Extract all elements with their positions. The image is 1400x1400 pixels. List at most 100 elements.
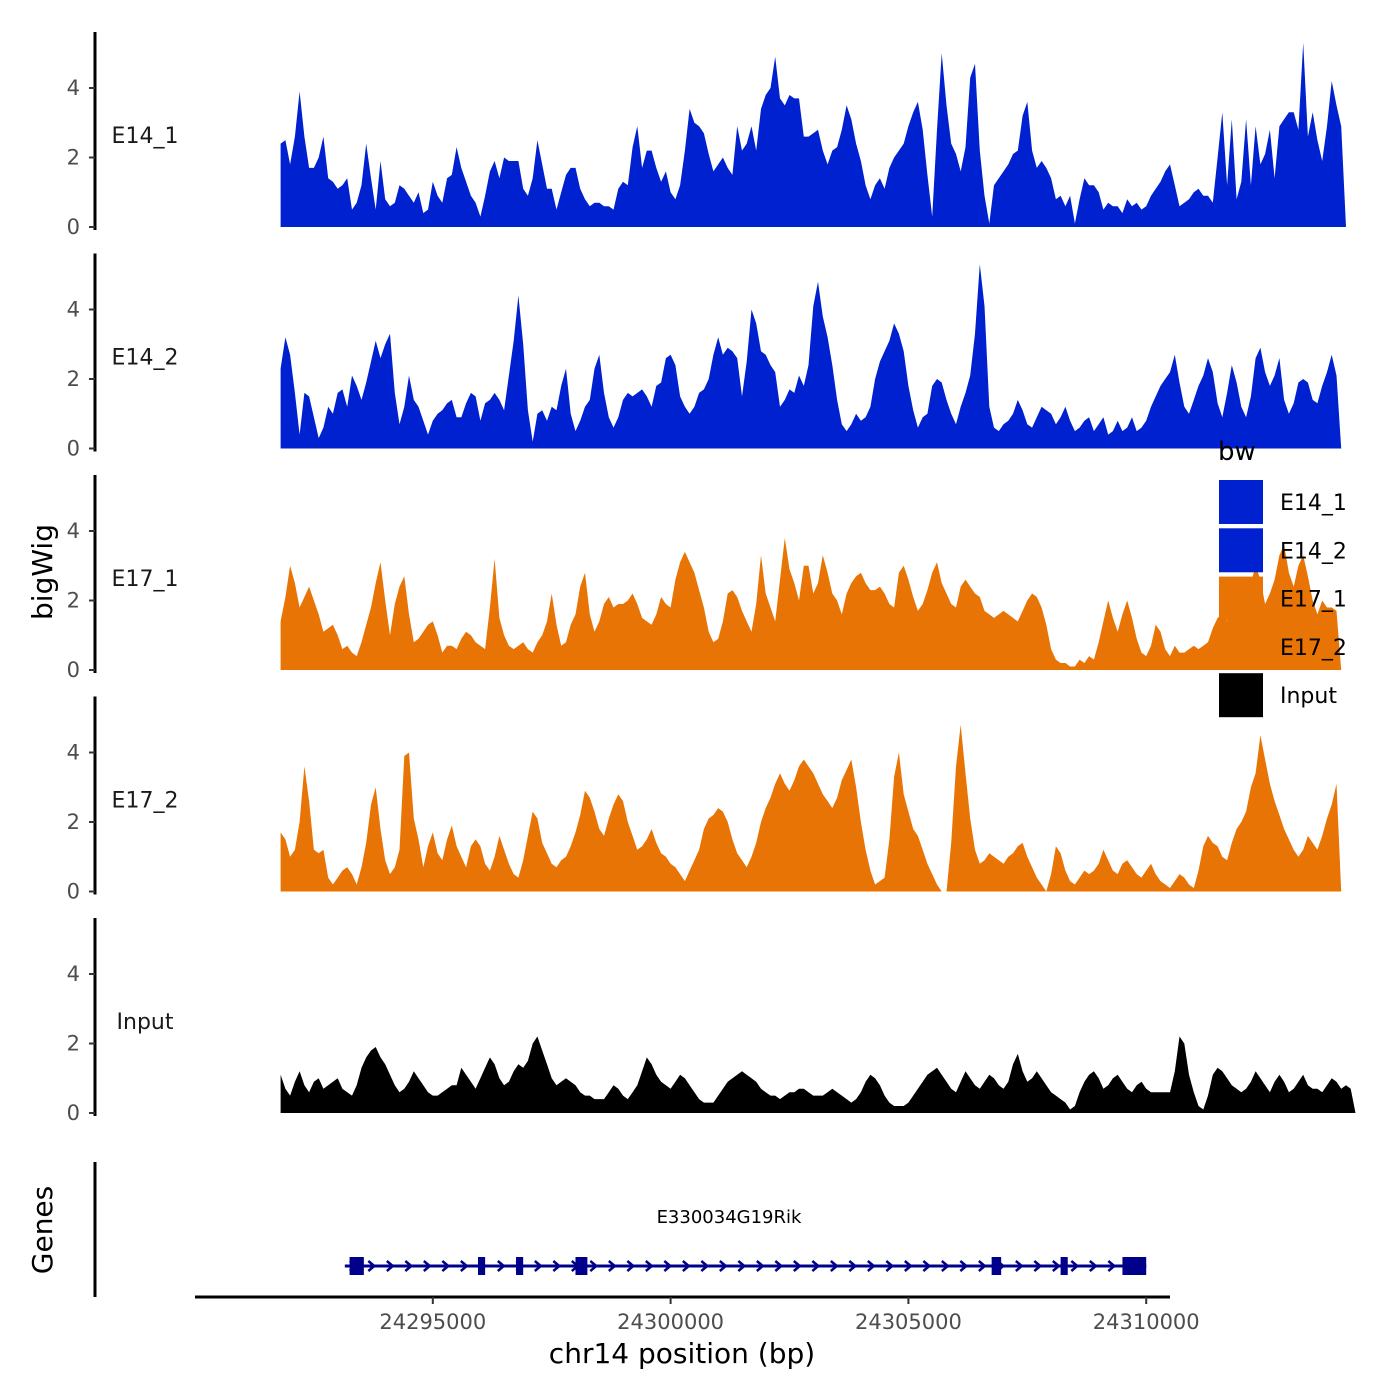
- strand-arrow: [497, 1260, 506, 1272]
- strand-arrow: [589, 1260, 599, 1272]
- strand-arrow: [552, 1260, 562, 1272]
- signal-area-e17-2: [280, 724, 1342, 892]
- y-tick-label: 2: [67, 146, 80, 170]
- signal-area-e14-1: [280, 42, 1347, 227]
- x-tick-label: 24305000: [855, 1310, 962, 1334]
- legend-items: E14_1 E14_2 E17_1 E17_2 Input: [1219, 480, 1347, 718]
- y-tick-label: 4: [67, 298, 80, 322]
- strand-arrow: [737, 1260, 747, 1272]
- legend: bw E14_1 E14_2 E17_1 E17_2 Input: [1218, 437, 1347, 718]
- track-input: 0 2 4 Input: [67, 918, 1356, 1125]
- legend-label: E14_2: [1280, 539, 1347, 564]
- legend-swatch: [1219, 480, 1263, 524]
- x-tick-label: 24295000: [379, 1310, 486, 1334]
- strand-arrow: [978, 1260, 987, 1272]
- x-axis: 24295000 24300000 24305000 24310000 chr14 p…: [195, 1295, 1200, 1370]
- strand-arrow: [1033, 1260, 1043, 1272]
- strand-arrow: [959, 1260, 969, 1272]
- strand-arrow: [904, 1260, 913, 1272]
- legend-label: E17_1: [1280, 588, 1347, 613]
- y-tick-label: 0: [67, 1101, 80, 1125]
- legend-swatch: [1219, 624, 1263, 669]
- track-label: E17_2: [112, 789, 179, 814]
- strand-arrow: [811, 1260, 821, 1272]
- gene-track: [344, 1257, 1147, 1275]
- gene-exon: [1122, 1257, 1147, 1275]
- track-panels: 0 2 4 E14_1 0 2 4 E14_2 0 2 4 E17_1 0 2 4 E17_2 0 2 4 Input: [67, 32, 1356, 1125]
- strand-arrow: [1089, 1260, 1098, 1272]
- y-tick-label: 4: [67, 519, 80, 543]
- strand-arrow: [830, 1260, 839, 1272]
- legend-item: E17_1: [1219, 576, 1347, 621]
- gene-exon: [477, 1257, 486, 1275]
- strand-arrow: [793, 1260, 802, 1272]
- strand-arrow: [941, 1260, 950, 1272]
- strand-arrow: [386, 1260, 395, 1272]
- strand-arrow: [645, 1260, 654, 1272]
- legend-label: E14_1: [1280, 491, 1347, 516]
- strand-arrow: [663, 1260, 673, 1272]
- strand-arrow: [885, 1260, 895, 1272]
- legend-item: E14_1: [1219, 480, 1347, 524]
- signal-area-input: [280, 1036, 1356, 1113]
- track-e14-2: 0 2 4 E14_2: [67, 253, 1342, 461]
- strand-arrow: [719, 1260, 728, 1272]
- track-label: Input: [117, 1010, 174, 1035]
- gene-exon: [575, 1257, 588, 1275]
- legend-item: E17_2: [1219, 624, 1347, 669]
- y-tick-label: 4: [67, 741, 80, 765]
- gene-panel: Genes E330034G19Rik: [26, 1162, 1147, 1297]
- legend-item: E14_2: [1219, 528, 1347, 573]
- x-ticks: 24295000 24300000 24305000 24310000: [379, 1297, 1200, 1334]
- strand-arrow: [700, 1260, 710, 1272]
- strand-arrow: [682, 1260, 691, 1272]
- track-label: E14_1: [112, 124, 179, 149]
- y-tick-label: 0: [67, 658, 80, 682]
- strand-arrow: [922, 1260, 932, 1272]
- gene-exon: [349, 1257, 364, 1275]
- strand-arrow: [1107, 1260, 1117, 1272]
- legend-label: E17_2: [1280, 636, 1347, 661]
- signal-area-e17-1: [280, 538, 1342, 670]
- strand-arrow: [867, 1260, 876, 1272]
- gene-exon: [991, 1257, 1002, 1275]
- y-tick-label: 2: [67, 589, 80, 613]
- strand-arrow: [608, 1260, 617, 1272]
- strand-arrow: [441, 1260, 451, 1272]
- strand-arrow: [404, 1260, 414, 1272]
- legend-item: Input: [1219, 673, 1337, 718]
- strand-arrow: [774, 1260, 784, 1272]
- y-tick-label: 0: [67, 880, 80, 904]
- strand-arrow: [367, 1260, 377, 1272]
- x-tick-label: 24300000: [617, 1310, 724, 1334]
- y-tick-label: 2: [67, 810, 80, 834]
- y-tick-label: 2: [67, 1032, 80, 1056]
- strand-arrow: [1015, 1260, 1024, 1272]
- y-tick-label: 0: [67, 437, 80, 461]
- strand-arrow: [848, 1260, 858, 1272]
- legend-swatch: [1219, 576, 1263, 621]
- strand-arrow: [1070, 1260, 1080, 1272]
- strand-arrow: [534, 1260, 543, 1272]
- genes-axis-title: Genes: [26, 1186, 59, 1274]
- legend-label: Input: [1280, 684, 1337, 709]
- strand-arrow: [1052, 1260, 1061, 1272]
- x-axis-title: chr14 position (bp): [549, 1337, 815, 1370]
- gene-exon: [1060, 1257, 1068, 1275]
- legend-title: bw: [1218, 437, 1256, 467]
- x-tick-label: 24310000: [1093, 1310, 1200, 1334]
- track-label: E17_1: [112, 567, 179, 592]
- strand-arrow: [756, 1260, 765, 1272]
- track-label: E14_2: [112, 346, 179, 371]
- y-axis-title: bigWig: [26, 524, 59, 620]
- track-e17-2: 0 2 4 E17_2: [67, 696, 1342, 904]
- signal-area-e14-2: [280, 264, 1342, 449]
- gene-exon: [516, 1257, 524, 1275]
- y-tick-label: 0: [67, 215, 80, 239]
- track-e14-1: 0 2 4 E14_1: [67, 32, 1347, 239]
- legend-swatch: [1219, 673, 1263, 718]
- legend-swatch: [1219, 528, 1263, 573]
- y-tick-label: 2: [67, 367, 80, 391]
- gene-label: E330034G19Rik: [657, 1207, 802, 1228]
